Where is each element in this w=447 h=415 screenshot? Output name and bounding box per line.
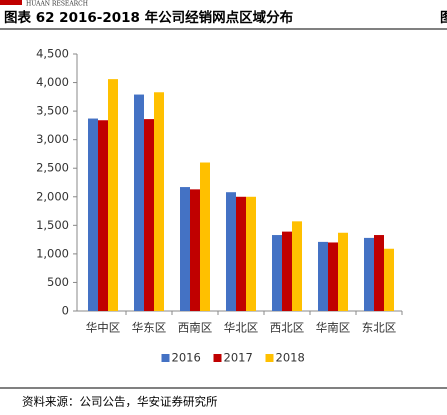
x-tick-label: 华南区 <box>316 321 351 335</box>
y-tick-label: 1,000 <box>36 246 69 260</box>
y-tick-label: 1,500 <box>36 218 69 232</box>
legend-swatch <box>265 354 274 362</box>
x-tick-label: 西北区 <box>270 321 305 335</box>
y-tick-label: 2,500 <box>36 161 69 175</box>
y-tick-label: 500 <box>47 275 69 289</box>
bar <box>200 162 210 311</box>
x-tick-label: 华中区 <box>86 321 121 335</box>
x-tick-label: 西南区 <box>178 321 213 335</box>
legend-label: 2017 <box>224 351 253 365</box>
y-tick-label: 0 <box>62 304 69 318</box>
legend-swatch <box>213 354 222 362</box>
cut-text: 图 <box>440 10 447 26</box>
y-tick-label: 3,500 <box>36 104 69 118</box>
bar <box>384 248 394 311</box>
y-tick-label: 2,000 <box>36 189 69 203</box>
bar <box>98 120 108 311</box>
bar <box>134 94 144 311</box>
bar <box>190 189 200 311</box>
bar <box>180 187 190 311</box>
bar <box>154 92 164 312</box>
bar <box>292 221 302 311</box>
bar <box>282 231 292 311</box>
y-tick-label: 3,000 <box>36 132 69 146</box>
bar <box>108 79 118 311</box>
bar <box>374 235 384 311</box>
bar <box>144 119 154 312</box>
x-tick-label: 东北区 <box>362 321 397 335</box>
legend-label: 2016 <box>172 351 201 365</box>
source: 资料来源：公司公告，华安证券研究所 <box>22 395 218 409</box>
bar <box>328 242 338 311</box>
legend-swatch <box>161 354 170 362</box>
bar <box>88 118 98 311</box>
bar <box>226 192 236 311</box>
bar <box>364 237 374 311</box>
bar <box>246 196 256 311</box>
bar <box>318 241 328 311</box>
brand: HUAAN RESEARCH <box>26 1 88 8</box>
y-tick-label: 4,500 <box>36 47 69 61</box>
logo <box>0 0 22 5</box>
y-tick-label: 4,000 <box>36 75 69 89</box>
bar <box>338 232 348 311</box>
x-tick-label: 华东区 <box>132 321 167 335</box>
bar <box>236 196 246 311</box>
x-tick-label: 华北区 <box>224 321 259 335</box>
legend-label: 2018 <box>276 351 305 365</box>
bar <box>272 235 282 311</box>
chart-title: 图表 62 2016-2018 年公司经销网点区域分布 <box>4 9 293 26</box>
